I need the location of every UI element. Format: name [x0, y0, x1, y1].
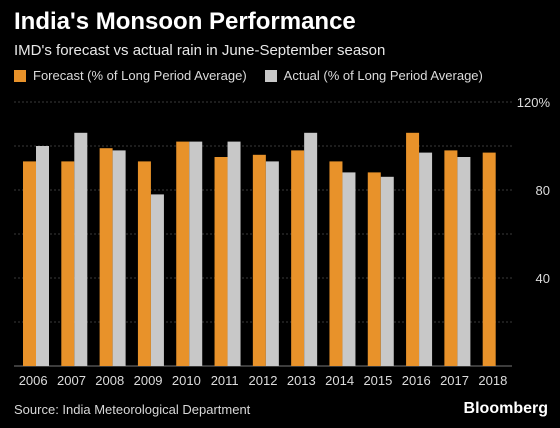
y-tick-label: 80: [536, 183, 550, 198]
chart-subtitle: IMD's forecast vs actual rain in June-Se…: [14, 42, 386, 59]
bloomberg-logo: Bloomberg: [463, 400, 548, 417]
x-tick-label: 2018: [478, 373, 507, 388]
y-tick-label: 40: [536, 271, 550, 286]
x-tick-label: 2010: [172, 373, 201, 388]
bar-actual: [227, 141, 241, 366]
bar-forecast: [444, 150, 458, 366]
x-tick-label: 2006: [19, 373, 48, 388]
x-tick-label: 2009: [134, 373, 163, 388]
legend-swatch-actual: [264, 69, 277, 82]
bar-actual: [265, 161, 279, 366]
bar-forecast: [99, 148, 113, 366]
chart-legend: Forecast (% of Long Period Average) Actu…: [14, 68, 501, 83]
bar-actual: [380, 176, 394, 366]
bar-forecast: [214, 157, 228, 366]
legend-label-forecast: Forecast (% of Long Period Average): [33, 68, 247, 83]
bar-forecast: [482, 152, 496, 366]
legend-label-actual: Actual (% of Long Period Average): [283, 68, 483, 83]
bar-actual: [150, 194, 164, 366]
x-tick-label: 2008: [95, 373, 124, 388]
bar-forecast: [329, 161, 343, 366]
x-tick-label: 2011: [211, 373, 239, 388]
x-tick-label: 2015: [363, 373, 392, 388]
bar-actual: [419, 152, 433, 366]
bar-actual: [457, 157, 471, 366]
bar-actual: [74, 132, 88, 366]
bar-forecast: [406, 132, 420, 366]
source-note: Source: India Meteorological Department: [14, 402, 251, 417]
x-tick-label: 2012: [249, 373, 278, 388]
bar-forecast: [176, 141, 190, 366]
x-tick-label: 2014: [325, 373, 354, 388]
x-tick-label: 2007: [57, 373, 86, 388]
bar-forecast: [367, 172, 381, 366]
x-tick-label: 2017: [440, 373, 469, 388]
bar-forecast: [252, 154, 266, 366]
bar-actual: [112, 150, 126, 366]
bar-actual: [189, 141, 203, 366]
x-tick-label: 2016: [402, 373, 431, 388]
legend-item-forecast: Forecast (% of Long Period Average): [14, 68, 247, 83]
bar-forecast: [23, 161, 36, 366]
bar-forecast: [137, 161, 151, 366]
bar-forecast: [61, 161, 75, 366]
chart-title: India's Monsoon Performance: [14, 8, 356, 35]
bar-actual: [342, 172, 356, 366]
legend-swatch-forecast: [14, 69, 26, 82]
legend-item-actual: Actual (% of Long Period Average): [264, 68, 483, 83]
x-tick-label: 2013: [287, 373, 316, 388]
bar-actual: [36, 146, 49, 366]
bar-forecast: [291, 150, 305, 366]
y-tick-label: 120%: [517, 95, 551, 110]
bar-actual: [304, 132, 318, 366]
